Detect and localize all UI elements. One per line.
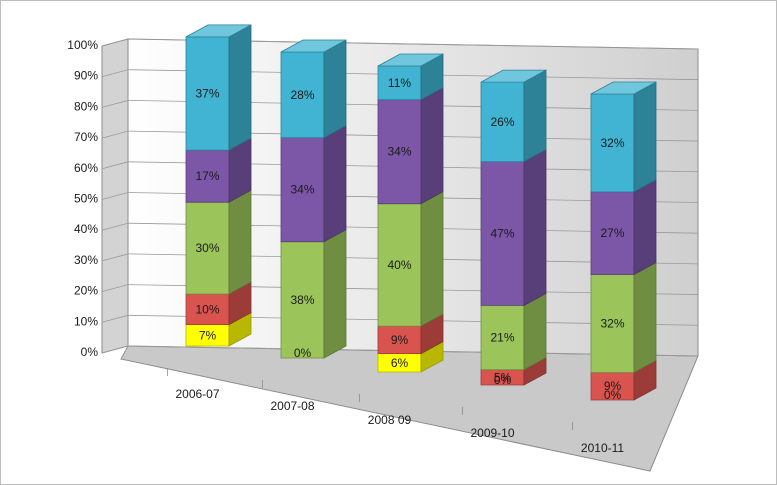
side-gridline — [101, 130, 129, 139]
data-label: 37% — [195, 87, 219, 101]
bar-segment-side — [228, 24, 252, 151]
x-category-label: 2010-11 — [581, 441, 624, 455]
bar-top-face — [590, 81, 657, 95]
data-label: 21% — [490, 331, 514, 345]
y-tick-label: 10% — [74, 314, 98, 328]
bar-segment-side — [633, 81, 657, 193]
data-label: 47% — [490, 227, 514, 241]
bar-segment-side — [523, 69, 547, 163]
x-category-label: 2009-10 — [470, 426, 514, 440]
bar-segment-side — [523, 148, 547, 307]
data-label: 9% — [391, 333, 409, 347]
y-tick-label: 100% — [67, 38, 98, 52]
bar-segment-side — [420, 191, 444, 327]
x-category-label: 2006-07 — [175, 387, 219, 401]
side-gridline — [101, 100, 129, 108]
bar-top-face — [480, 69, 547, 83]
data-label: 0% — [294, 346, 312, 360]
side-gridline — [101, 345, 129, 354]
y-tick-label: 70% — [74, 130, 98, 144]
x-category-label: 2008 09 — [368, 413, 412, 427]
y-tick-label: 20% — [74, 284, 98, 298]
y-tick-label: 80% — [74, 99, 98, 113]
data-label: 0% — [494, 373, 512, 387]
bar-segment-side — [228, 189, 252, 295]
y-tick-label: 40% — [74, 222, 98, 236]
side-gridline — [101, 222, 129, 231]
data-label: 32% — [600, 136, 624, 150]
side-gridline — [101, 253, 129, 262]
data-label: 28% — [290, 88, 314, 102]
x-category-label: 2007-08 — [270, 399, 314, 413]
side-gridline — [101, 284, 129, 292]
y-tick-label: 50% — [74, 192, 98, 206]
data-label: 0% — [604, 388, 622, 402]
bar-top-face — [377, 53, 444, 67]
bar-segment-side — [633, 261, 657, 374]
data-label: 40% — [387, 258, 411, 272]
data-label: 5% — [494, 370, 512, 384]
side-gridline — [101, 38, 129, 47]
data-label: 27% — [600, 226, 624, 240]
bar-segment-side — [323, 229, 347, 359]
data-label: 34% — [387, 145, 411, 159]
data-label: 32% — [600, 317, 624, 331]
bar-segment-side — [323, 39, 347, 139]
data-label: 7% — [199, 328, 217, 342]
bar-segment-side — [420, 87, 444, 205]
data-label: 11% — [388, 76, 411, 90]
data-label: 9% — [604, 379, 622, 393]
side-gridline — [101, 192, 129, 200]
bar-segment-side — [523, 292, 547, 371]
y-tick-label: 60% — [74, 161, 98, 175]
data-label: 34% — [290, 183, 314, 197]
side-gridline — [101, 314, 129, 323]
bar-segment-side — [633, 179, 657, 276]
data-label: 26% — [490, 115, 514, 129]
data-label: 30% — [195, 241, 219, 255]
data-label: 17% — [195, 169, 219, 183]
data-label: 38% — [290, 293, 314, 307]
y-tick-label: 30% — [74, 253, 98, 267]
bar-segment-side — [323, 125, 347, 243]
y-tick-label: 0% — [81, 345, 99, 359]
data-label: 6% — [391, 356, 409, 370]
bar-top-face — [280, 39, 347, 53]
side-gridline — [101, 69, 129, 78]
bar-top-face — [185, 24, 252, 38]
side-gridline — [101, 161, 129, 170]
y-tick-label: 90% — [74, 69, 98, 83]
data-label: 10% — [195, 302, 219, 316]
